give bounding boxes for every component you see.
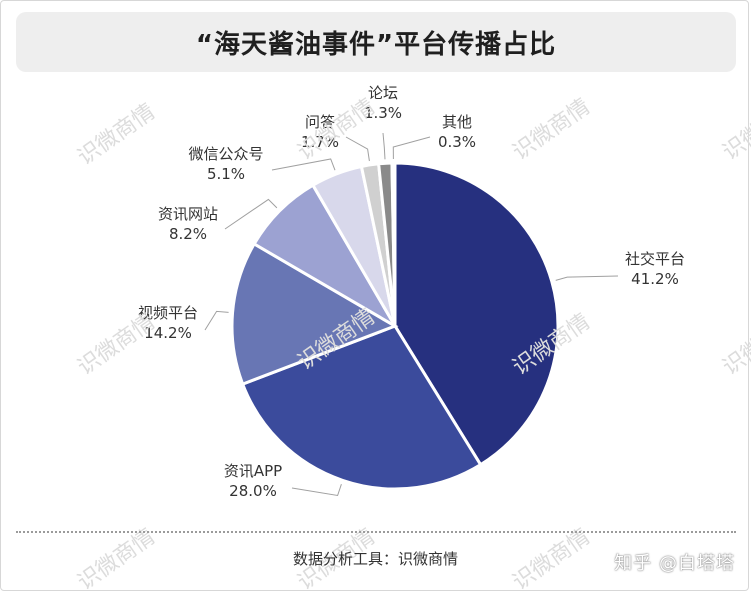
- pie-slice: [390, 161, 397, 327]
- leader-line: [392, 136, 431, 160]
- slice-category-label: 资讯网站: [158, 205, 218, 223]
- slice-category-label: 视频平台: [138, 304, 198, 322]
- pie-slice: [230, 241, 399, 387]
- leader-line: [224, 198, 278, 230]
- leader-line: [382, 132, 386, 160]
- slice-category-label: 社交平台: [625, 250, 685, 268]
- slice-category-label: 其他: [442, 113, 472, 131]
- leader-line: [271, 158, 336, 171]
- leader-line: [555, 275, 619, 281]
- zhihu-credit: 知乎 @白塔塔: [614, 553, 735, 574]
- leader-line: [204, 310, 229, 331]
- title-bar: “海天酱油事件”平台传播占比: [16, 12, 736, 72]
- slice-value-label: 28.0%: [229, 482, 277, 500]
- slice-category-label: 论坛: [368, 84, 398, 102]
- slice-value-label: 8.2%: [169, 225, 207, 243]
- leader-line: [345, 136, 370, 162]
- pie-slice: [240, 324, 483, 491]
- slice-value-label: 0.3%: [438, 133, 476, 151]
- slice-value-label: 14.2%: [144, 324, 192, 342]
- slice-category-label: 问答: [305, 113, 335, 131]
- footer-divider: [16, 531, 736, 533]
- slice-value-label: 5.1%: [207, 165, 245, 183]
- slice-category-label: 资讯APP: [224, 462, 282, 480]
- slice-value-label: 41.2%: [631, 270, 679, 288]
- slice-category-label: 微信公众号: [188, 145, 263, 163]
- slice-value-label: 1.3%: [364, 104, 402, 122]
- slice-value-label: 1.7%: [301, 133, 339, 151]
- data-source-note: 数据分析工具：识微商情: [292, 550, 458, 568]
- chart-title: “海天酱油事件”平台传播占比: [195, 29, 557, 60]
- leader-line: [291, 484, 342, 497]
